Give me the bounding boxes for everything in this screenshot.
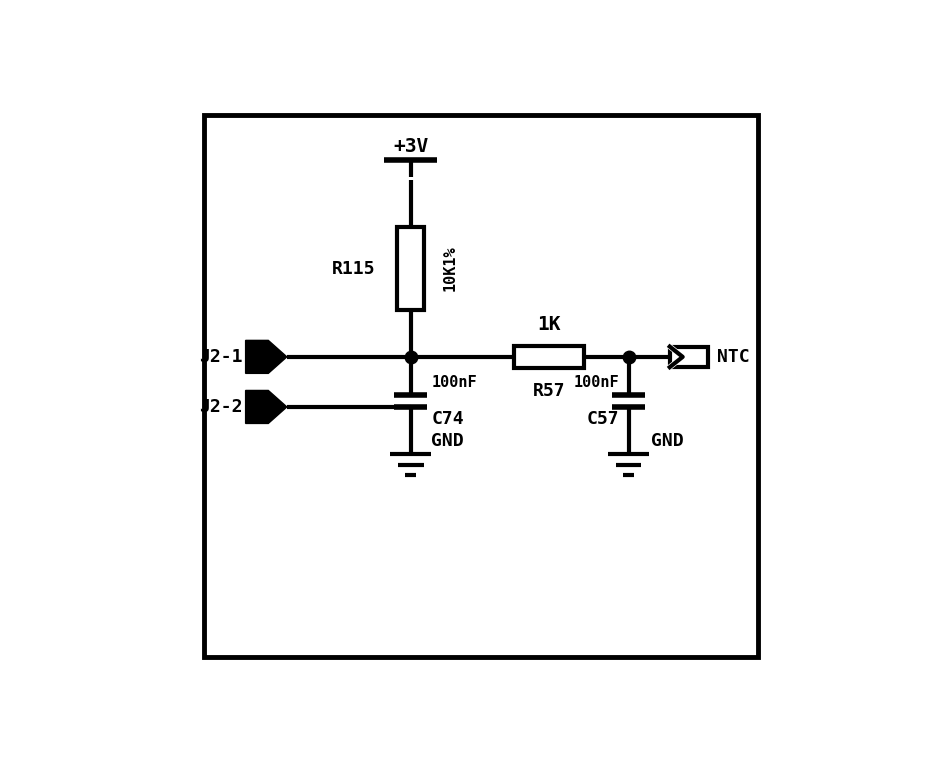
Text: NTC: NTC	[716, 348, 749, 366]
Bar	[670, 347, 708, 367]
Text: 100nF: 100nF	[574, 376, 620, 390]
Text: J2-1: J2-1	[199, 348, 242, 366]
Polygon shape	[246, 340, 286, 373]
Text: 10K1%: 10K1%	[443, 246, 458, 291]
Polygon shape	[246, 390, 286, 424]
Text: GND: GND	[651, 431, 684, 450]
Bar	[514, 346, 584, 368]
Text: C57: C57	[587, 410, 620, 428]
Text: 100nF: 100nF	[431, 376, 477, 390]
Text: R57: R57	[532, 382, 565, 399]
Text: R115: R115	[331, 259, 376, 278]
Text: J2-2: J2-2	[199, 398, 242, 416]
Bar	[397, 227, 423, 310]
Text: GND: GND	[431, 431, 464, 450]
Text: C74: C74	[431, 410, 464, 428]
Text: +3V: +3V	[393, 137, 428, 156]
Text: 1K: 1K	[537, 315, 561, 334]
